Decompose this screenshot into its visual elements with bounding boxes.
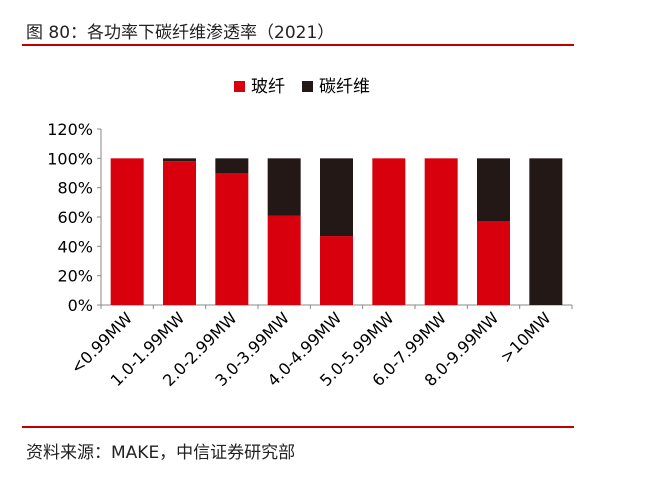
title-divider: [22, 44, 574, 46]
bar-segment: [267, 215, 301, 305]
bar-segment: [110, 158, 144, 305]
chart-legend: 玻纤 碳纤维: [234, 77, 370, 97]
bar-segment: [215, 158, 249, 173]
legend-swatch: [234, 81, 245, 92]
source-divider: [22, 426, 574, 428]
bar-segment: [320, 158, 353, 237]
source-note: 资料来源：MAKE，中信证券研究部: [26, 443, 296, 463]
y-tick-label: 60%: [57, 208, 93, 227]
bar-segment: [372, 158, 406, 305]
y-tick-label: 40%: [57, 237, 93, 256]
bar-segment: [477, 158, 510, 222]
y-tick-label: 120%: [47, 120, 93, 139]
bar-segment: [529, 158, 563, 305]
y-tick-label: 80%: [57, 179, 93, 198]
bar-segment: [477, 221, 510, 305]
bar-segment: [424, 158, 458, 305]
figure-title: 图 80：各功率下碳纤维渗透率（2021）: [26, 23, 335, 43]
bar-segment: [267, 158, 301, 216]
x-tick-label: >10MW: [496, 308, 554, 366]
legend-label: 玻纤: [251, 77, 285, 97]
bar-segment: [163, 158, 196, 162]
legend-swatch: [302, 81, 313, 92]
bar-segment: [163, 161, 196, 305]
y-tick-label: 0%: [68, 296, 93, 315]
legend-label: 碳纤维: [319, 77, 370, 97]
y-tick-label: 100%: [47, 149, 93, 168]
bar-segment: [320, 236, 353, 305]
chart-bars: [110, 158, 563, 305]
y-tick-label: 20%: [57, 267, 93, 286]
bar-segment: [215, 173, 249, 305]
